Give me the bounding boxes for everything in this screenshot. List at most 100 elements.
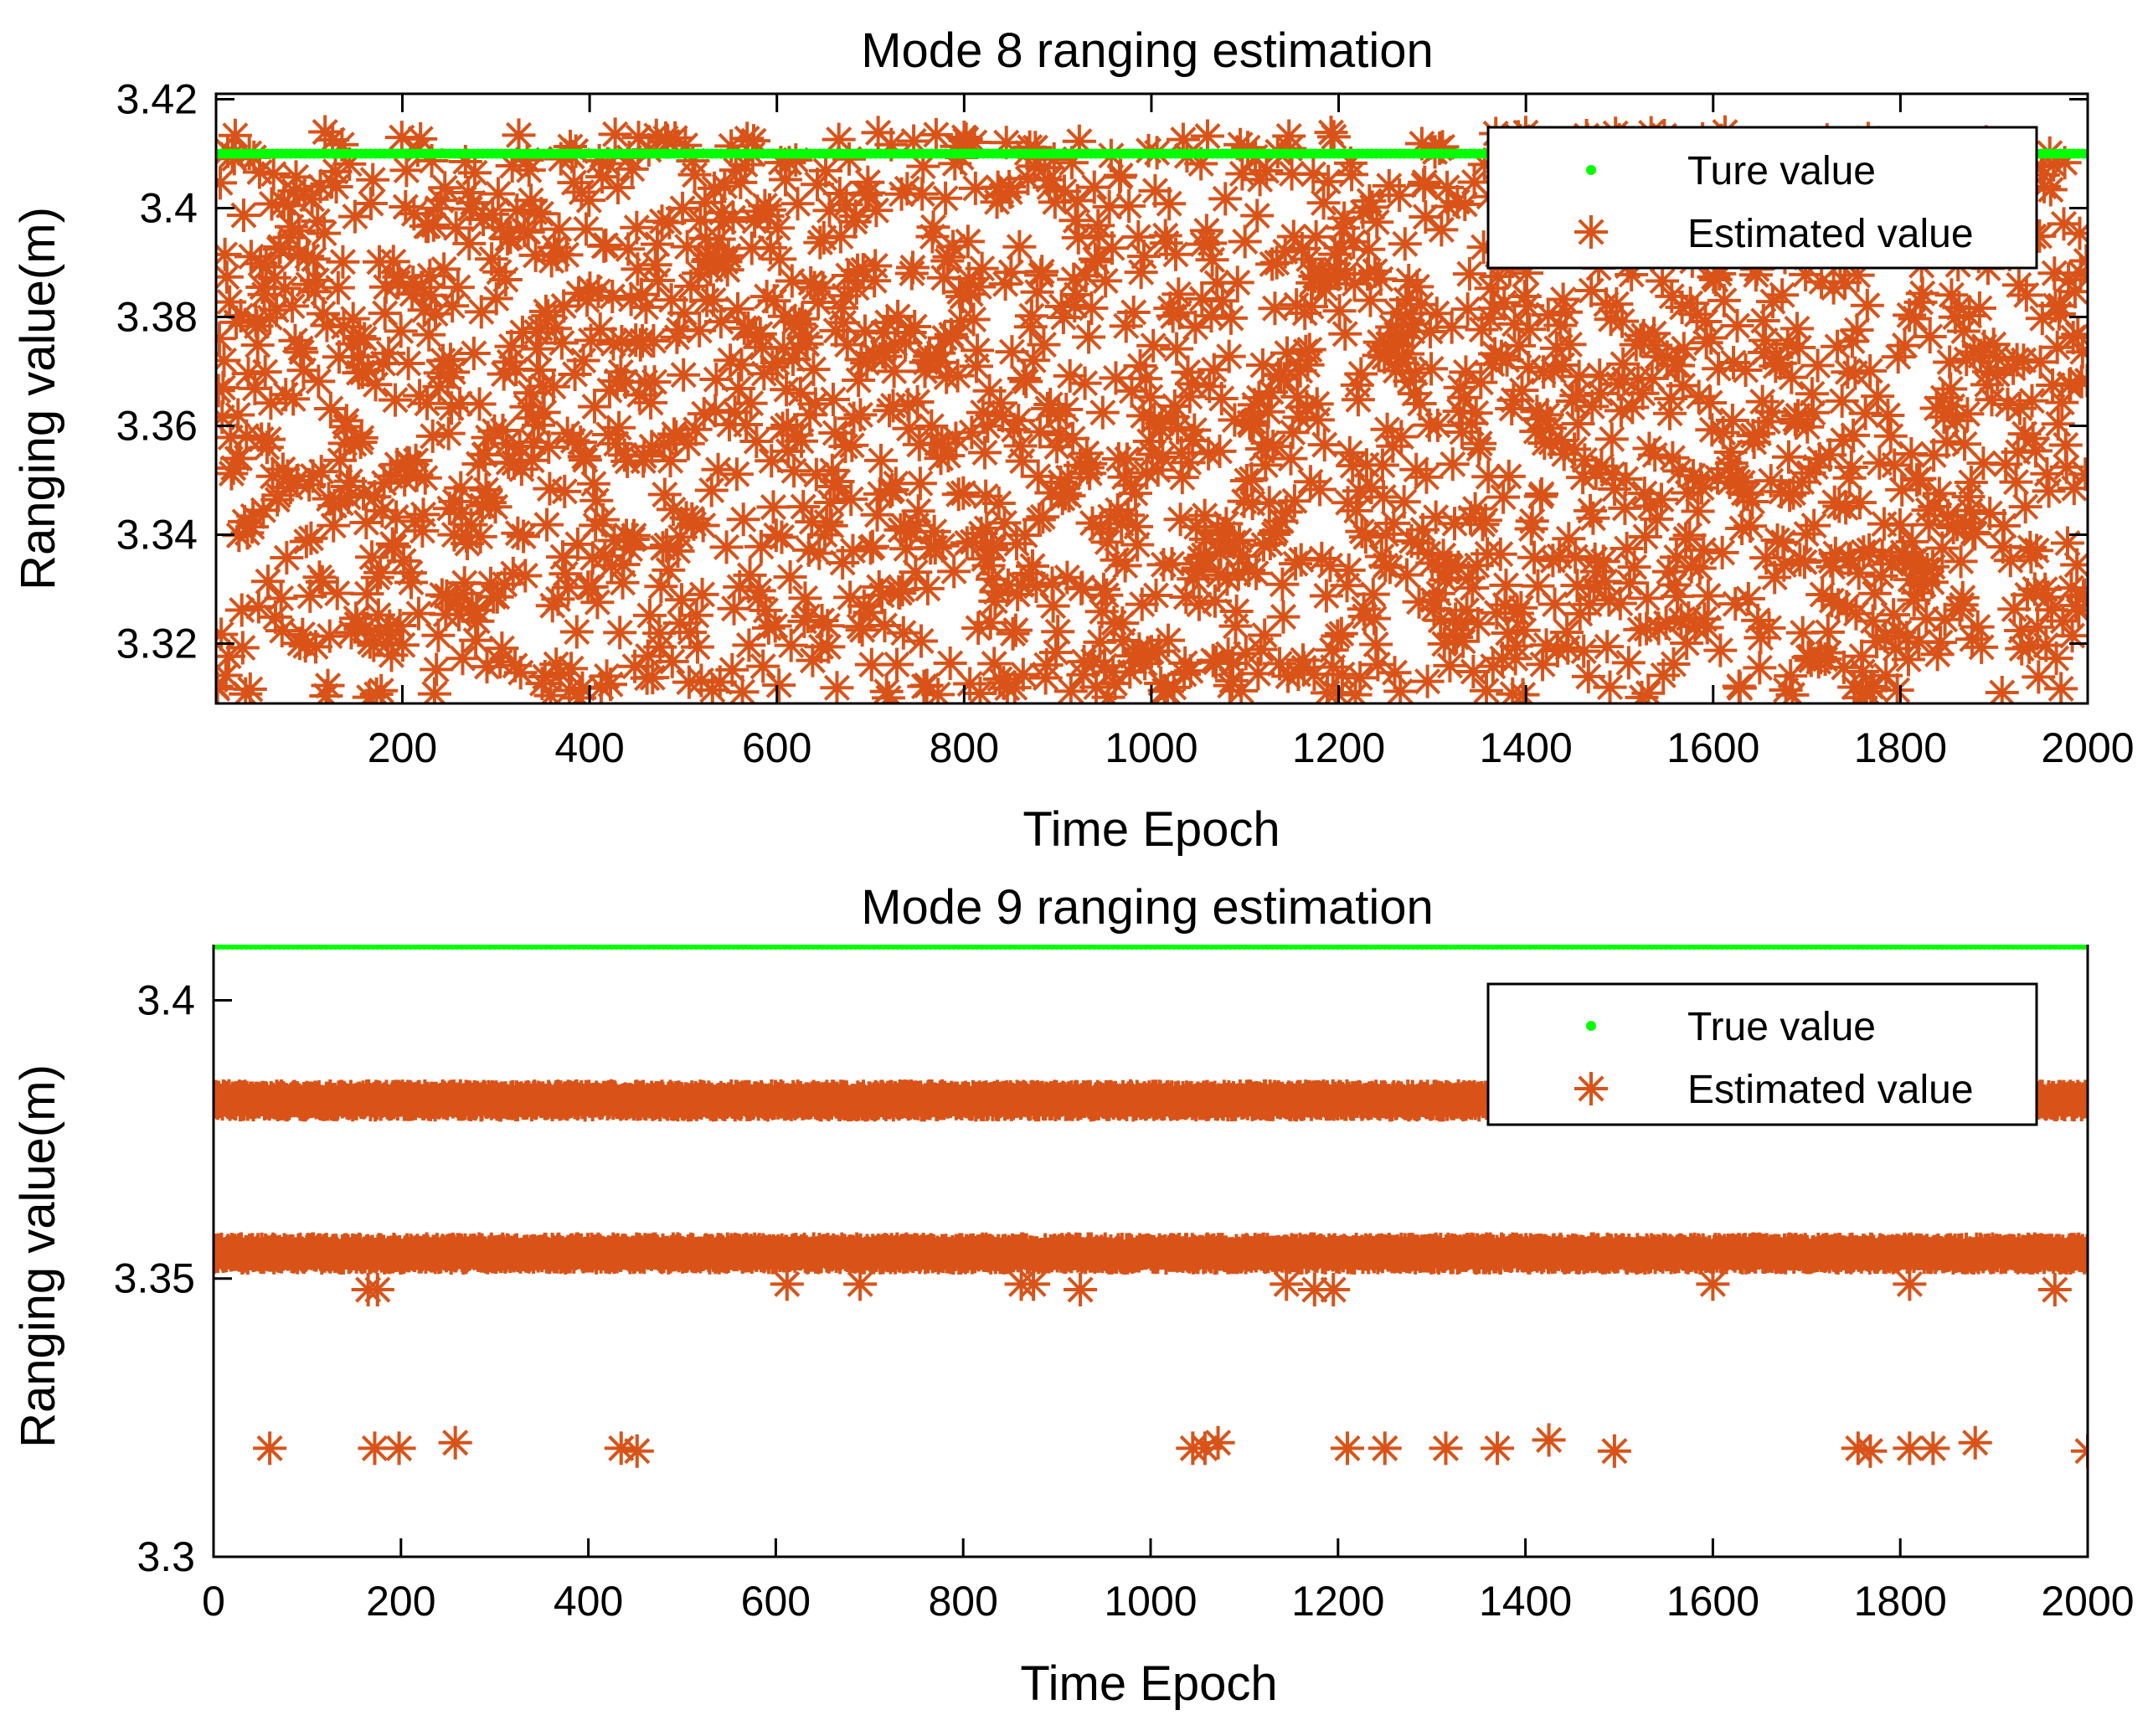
plot1-estimated-point [780, 187, 815, 221]
plot1-estimated-point [830, 327, 864, 362]
plot1-estimated-point [696, 283, 730, 317]
plot1-estimated-point [415, 419, 450, 453]
plot1-estimated-point [1980, 358, 2015, 392]
plot1-estimated-point [1467, 147, 1501, 182]
plot1-estimated-point [1577, 571, 1611, 605]
plot1-estimated-point [357, 628, 391, 662]
plot1-estimated-point [573, 271, 607, 306]
plot1-estimated-point [461, 446, 496, 481]
plot1-estimated-point [260, 293, 294, 327]
plot1-estimated-point [989, 126, 1023, 160]
plot1-estimated-point [1816, 549, 1850, 584]
plot1-estimated-point [1701, 461, 1735, 495]
plot1-estimated-point [1120, 509, 1154, 543]
plot1-estimated-point [2043, 289, 2078, 323]
plot1-estimated-point [276, 382, 311, 416]
plot1-estimated-point [1249, 448, 1283, 482]
plot1-ytick-label: 3.36 [116, 403, 198, 450]
plot1-data-area [216, 115, 2088, 703]
plot1-estimated-point [1130, 456, 1164, 490]
plot1-estimated-point [1489, 568, 1523, 602]
plot1-estimated-point [1133, 380, 1167, 415]
plot1-estimated-point [1204, 381, 1239, 415]
plot1-estimated-point [1862, 446, 1897, 480]
plot1-estimated-point [799, 457, 833, 492]
plot1-estimated-point [1771, 440, 1805, 474]
plot1-estimated-point [1192, 369, 1227, 404]
plot1-estimated-point [1524, 477, 1558, 512]
plot1-estimated-point [1259, 245, 1294, 280]
plot1-estimated-point [2020, 533, 2054, 568]
plot1-estimated-point [334, 616, 368, 650]
plot1-estimated-point [1903, 285, 1938, 319]
plot1-estimated-point [1627, 476, 1661, 511]
plot1-estimated-point [1245, 348, 1280, 383]
plot1-estimated-point [613, 532, 647, 566]
plot1-estimated-point [1425, 130, 1460, 164]
plot1-estimated-series [216, 115, 2088, 703]
plot1-estimated-point [1322, 294, 1357, 328]
plot1-estimated-point [903, 466, 937, 501]
plot1-estimated-point [1159, 237, 1192, 271]
plot1-estimated-point [1474, 271, 1508, 306]
plot1-estimated-point [1444, 605, 1478, 640]
plot1-estimated-point [304, 455, 338, 489]
plot1-estimated-point [2052, 262, 2086, 296]
plot1-estimated-point [1367, 480, 1401, 514]
plot1-estimated-point [350, 577, 384, 611]
plot1-estimated-point [1717, 346, 1751, 380]
plot1-estimated-point [1316, 120, 1351, 154]
plot1-estimated-point [2053, 367, 2088, 401]
plot1-estimated-point [1235, 487, 1270, 521]
plot1-estimated-point [1108, 549, 1142, 583]
plot1-estimated-point [608, 364, 642, 399]
plot1-estimated-point [554, 652, 589, 686]
plot1-estimated-point [316, 123, 350, 157]
plot1-estimated-point [1735, 484, 1769, 518]
plot1-estimated-point [1213, 301, 1248, 335]
plot1-estimated-point [1476, 291, 1511, 326]
plot1-estimated-point [221, 398, 255, 432]
plot1-estimated-point [798, 387, 832, 421]
plot1-estimated-point [1223, 127, 1258, 162]
plot1-estimated-point [1053, 358, 1087, 393]
plot1-estimated-point [1470, 673, 1504, 703]
plot1-estimated-point [1665, 290, 1699, 324]
plot1-estimated-point [1456, 655, 1491, 689]
plot1-estimated-point [1174, 367, 1208, 401]
plot1-estimated-point [1403, 387, 1437, 421]
plot1-estimated-point [216, 639, 246, 673]
plot1-estimated-point [906, 149, 940, 183]
plot1-estimated-point [1752, 610, 1786, 645]
plot1-estimated-point [765, 520, 799, 554]
plot1-estimated-point [1973, 497, 2007, 531]
plot1-estimated-point [1181, 551, 1215, 585]
plot1-estimated-point [812, 193, 847, 228]
plot1-estimated-point [509, 389, 543, 424]
plot1-estimated-point [1588, 564, 1622, 599]
plot1-estimated-point [1594, 422, 1629, 456]
plot1-estimated-point [409, 386, 444, 420]
plot1-estimated-point [852, 595, 887, 630]
plot1-estimated-point [1269, 495, 1303, 529]
plot1-estimated-point [1560, 569, 1594, 603]
plot1-estimated-point [726, 502, 760, 537]
plot1-estimated-point [433, 343, 467, 377]
plot1-estimated-point [761, 211, 796, 245]
plot1-estimated-point [1447, 380, 1481, 415]
plot1-estimated-point [734, 231, 769, 265]
plot1-estimated-point [537, 230, 571, 265]
plot2-title: Mode 9 ranging estimation [861, 880, 1434, 935]
plot1-estimated-point [2046, 604, 2080, 638]
plot1-estimated-point [2050, 526, 2084, 560]
plot1-estimated-point [552, 673, 586, 703]
plot1-estimated-point [1828, 265, 1862, 300]
plot1-estimated-point [311, 668, 345, 703]
plot1-estimated-point [685, 577, 719, 611]
plot1-estimated-point [559, 615, 594, 649]
plot1-estimated-point [286, 353, 321, 388]
plot1-xtick-label: 2000 [2041, 724, 2134, 771]
plot1-estimated-point [231, 357, 265, 391]
plot1-estimated-point [1958, 517, 1992, 551]
plot1-estimated-point [886, 616, 920, 650]
